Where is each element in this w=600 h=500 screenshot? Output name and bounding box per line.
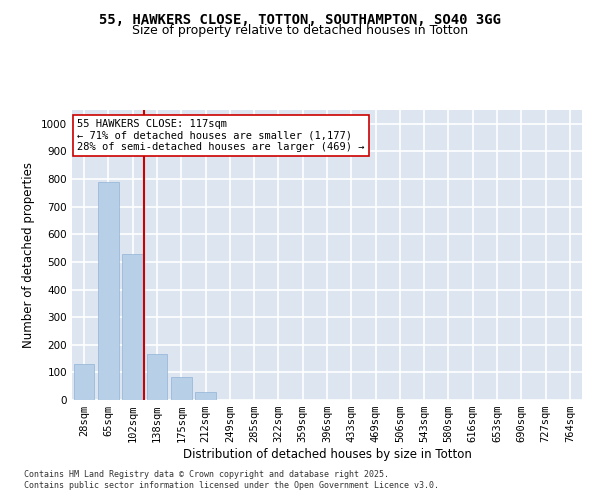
Text: 55, HAWKERS CLOSE, TOTTON, SOUTHAMPTON, SO40 3GG: 55, HAWKERS CLOSE, TOTTON, SOUTHAMPTON, … bbox=[99, 12, 501, 26]
Bar bbox=[98, 182, 119, 400]
Text: Contains HM Land Registry data © Crown copyright and database right 2025.: Contains HM Land Registry data © Crown c… bbox=[24, 470, 389, 479]
Bar bbox=[171, 376, 191, 400]
Bar bbox=[74, 364, 94, 400]
Bar bbox=[195, 392, 216, 400]
Bar bbox=[122, 254, 143, 400]
Y-axis label: Number of detached properties: Number of detached properties bbox=[22, 162, 35, 348]
X-axis label: Distribution of detached houses by size in Totton: Distribution of detached houses by size … bbox=[182, 448, 472, 461]
Text: Size of property relative to detached houses in Totton: Size of property relative to detached ho… bbox=[132, 24, 468, 37]
Text: 55 HAWKERS CLOSE: 117sqm
← 71% of detached houses are smaller (1,177)
28% of sem: 55 HAWKERS CLOSE: 117sqm ← 71% of detach… bbox=[77, 118, 365, 152]
Text: Contains public sector information licensed under the Open Government Licence v3: Contains public sector information licen… bbox=[24, 481, 439, 490]
Bar bbox=[146, 354, 167, 400]
